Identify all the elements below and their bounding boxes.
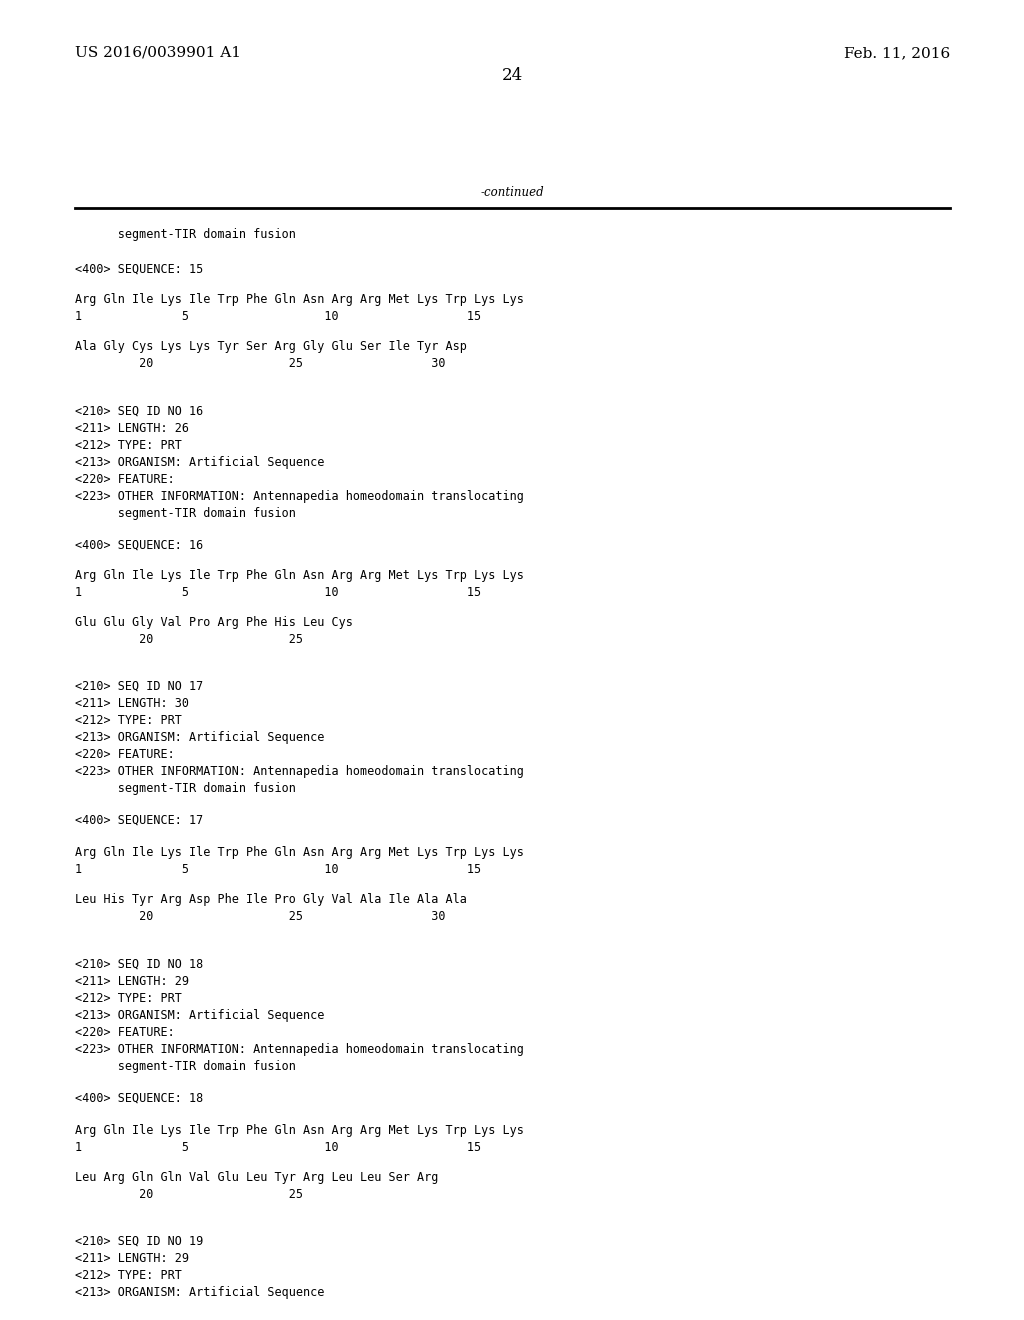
Text: <220> FEATURE:: <220> FEATURE: (75, 473, 175, 486)
Text: 20                   25: 20 25 (75, 1188, 303, 1201)
Text: Ala Gly Cys Lys Lys Tyr Ser Arg Gly Glu Ser Ile Tyr Asp: Ala Gly Cys Lys Lys Tyr Ser Arg Gly Glu … (75, 341, 467, 352)
Text: <212> TYPE: PRT: <212> TYPE: PRT (75, 1269, 182, 1282)
Text: <223> OTHER INFORMATION: Antennapedia homeodomain translocating: <223> OTHER INFORMATION: Antennapedia ho… (75, 490, 524, 503)
Text: <210> SEQ ID NO 16: <210> SEQ ID NO 16 (75, 405, 203, 418)
Text: 1              5                   10                  15: 1 5 10 15 (75, 863, 481, 876)
Text: Arg Gln Ile Lys Ile Trp Phe Gln Asn Arg Arg Met Lys Trp Lys Lys: Arg Gln Ile Lys Ile Trp Phe Gln Asn Arg … (75, 293, 524, 306)
Text: <400> SEQUENCE: 15: <400> SEQUENCE: 15 (75, 263, 203, 276)
Text: <223> OTHER INFORMATION: Antennapedia homeodomain translocating: <223> OTHER INFORMATION: Antennapedia ho… (75, 1043, 524, 1056)
Text: <211> LENGTH: 30: <211> LENGTH: 30 (75, 697, 189, 710)
Text: <210> SEQ ID NO 18: <210> SEQ ID NO 18 (75, 958, 203, 972)
Text: Leu Arg Gln Gln Val Glu Leu Tyr Arg Leu Leu Ser Arg: Leu Arg Gln Gln Val Glu Leu Tyr Arg Leu … (75, 1171, 438, 1184)
Text: <212> TYPE: PRT: <212> TYPE: PRT (75, 714, 182, 727)
Text: <213> ORGANISM: Artificial Sequence: <213> ORGANISM: Artificial Sequence (75, 1286, 325, 1299)
Text: Arg Gln Ile Lys Ile Trp Phe Gln Asn Arg Arg Met Lys Trp Lys Lys: Arg Gln Ile Lys Ile Trp Phe Gln Asn Arg … (75, 1125, 524, 1137)
Text: <210> SEQ ID NO 17: <210> SEQ ID NO 17 (75, 680, 203, 693)
Text: 20                   25                  30: 20 25 30 (75, 356, 445, 370)
Text: 24: 24 (502, 66, 522, 83)
Text: segment-TIR domain fusion: segment-TIR domain fusion (75, 507, 296, 520)
Text: 1              5                   10                  15: 1 5 10 15 (75, 1140, 481, 1154)
Text: Arg Gln Ile Lys Ile Trp Phe Gln Asn Arg Arg Met Lys Trp Lys Lys: Arg Gln Ile Lys Ile Trp Phe Gln Asn Arg … (75, 846, 524, 859)
Text: 20                   25: 20 25 (75, 634, 303, 645)
Text: <212> TYPE: PRT: <212> TYPE: PRT (75, 440, 182, 451)
Text: <400> SEQUENCE: 17: <400> SEQUENCE: 17 (75, 814, 203, 828)
Text: <212> TYPE: PRT: <212> TYPE: PRT (75, 993, 182, 1005)
Text: 20                   25                  30: 20 25 30 (75, 909, 445, 923)
Text: -continued: -continued (480, 186, 544, 199)
Text: <213> ORGANISM: Artificial Sequence: <213> ORGANISM: Artificial Sequence (75, 731, 325, 744)
Text: Arg Gln Ile Lys Ile Trp Phe Gln Asn Arg Arg Met Lys Trp Lys Lys: Arg Gln Ile Lys Ile Trp Phe Gln Asn Arg … (75, 569, 524, 582)
Text: <213> ORGANISM: Artificial Sequence: <213> ORGANISM: Artificial Sequence (75, 1008, 325, 1022)
Text: <213> ORGANISM: Artificial Sequence: <213> ORGANISM: Artificial Sequence (75, 455, 325, 469)
Text: <400> SEQUENCE: 16: <400> SEQUENCE: 16 (75, 539, 203, 552)
Text: US 2016/0039901 A1: US 2016/0039901 A1 (75, 46, 241, 59)
Text: segment-TIR domain fusion: segment-TIR domain fusion (75, 781, 296, 795)
Text: <223> OTHER INFORMATION: Antennapedia homeodomain translocating: <223> OTHER INFORMATION: Antennapedia ho… (75, 766, 524, 777)
Text: 1              5                   10                  15: 1 5 10 15 (75, 586, 481, 599)
Text: <220> FEATURE:: <220> FEATURE: (75, 748, 175, 762)
Text: <210> SEQ ID NO 19: <210> SEQ ID NO 19 (75, 1236, 203, 1247)
Text: <211> LENGTH: 29: <211> LENGTH: 29 (75, 975, 189, 987)
Text: Leu His Tyr Arg Asp Phe Ile Pro Gly Val Ala Ile Ala Ala: Leu His Tyr Arg Asp Phe Ile Pro Gly Val … (75, 894, 467, 906)
Text: <400> SEQUENCE: 18: <400> SEQUENCE: 18 (75, 1092, 203, 1105)
Text: <211> LENGTH: 26: <211> LENGTH: 26 (75, 422, 189, 436)
Text: segment-TIR domain fusion: segment-TIR domain fusion (75, 228, 296, 242)
Text: Glu Glu Gly Val Pro Arg Phe His Leu Cys: Glu Glu Gly Val Pro Arg Phe His Leu Cys (75, 616, 353, 630)
Text: segment-TIR domain fusion: segment-TIR domain fusion (75, 1060, 296, 1073)
Text: Feb. 11, 2016: Feb. 11, 2016 (844, 46, 950, 59)
Text: <220> FEATURE:: <220> FEATURE: (75, 1026, 175, 1039)
Text: 1              5                   10                  15: 1 5 10 15 (75, 310, 481, 323)
Text: <211> LENGTH: 29: <211> LENGTH: 29 (75, 1251, 189, 1265)
